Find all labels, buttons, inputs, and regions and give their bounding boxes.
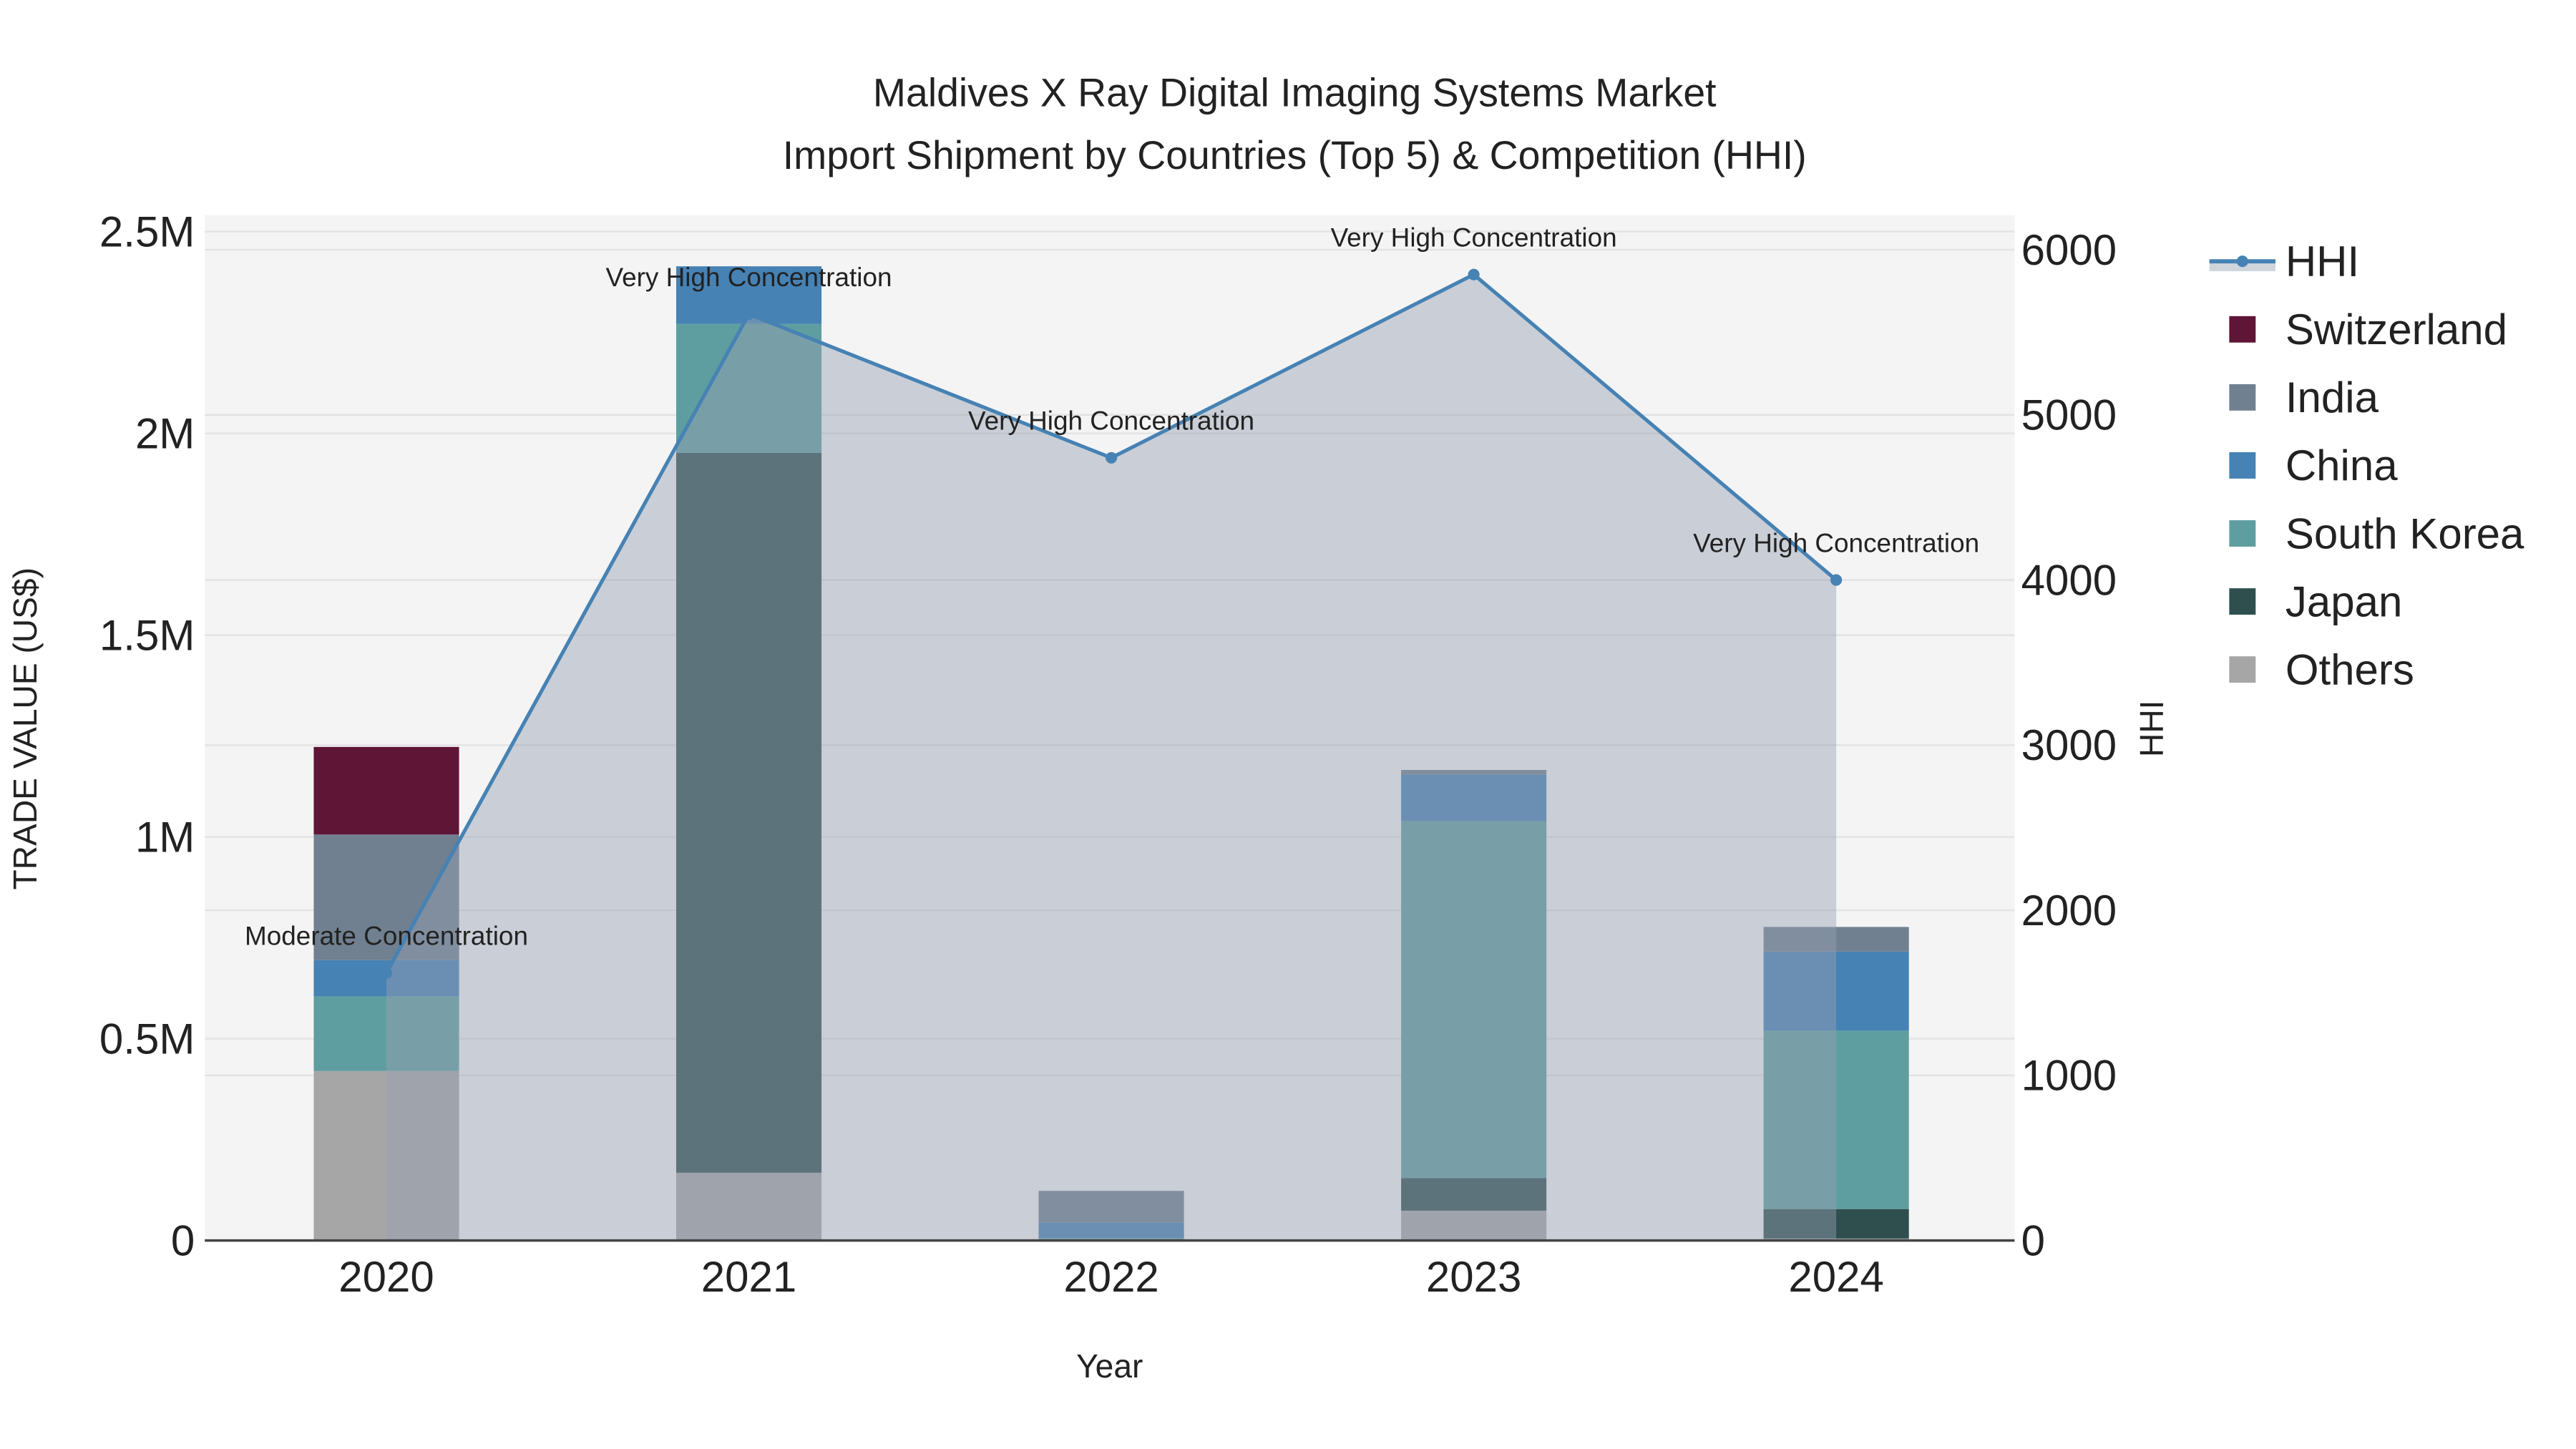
legend-swatch-india bbox=[2229, 384, 2256, 411]
legend-swatch-china bbox=[2229, 452, 2256, 479]
y2-tick-label: 2000 bbox=[2021, 887, 2117, 935]
bar-south-korea-2020 bbox=[313, 996, 459, 1071]
bar-india-2022 bbox=[1038, 1191, 1184, 1223]
hhi-series: Moderate Concentration Very High Concentr… bbox=[245, 223, 1979, 1241]
plot-area bbox=[205, 215, 2015, 1241]
y-tick-label: 1.5M bbox=[99, 611, 195, 659]
bar-japan-2021 bbox=[676, 452, 822, 1173]
x-tick-label: 2020 bbox=[338, 1253, 434, 1301]
bar-india-2023 bbox=[1401, 770, 1547, 775]
y-tick-label: 0 bbox=[171, 1216, 195, 1264]
hhi-area bbox=[386, 274, 1837, 1241]
hhi-point-2022 bbox=[1106, 452, 1118, 464]
y-tick-label: 1M bbox=[135, 813, 195, 861]
chart-title-line2: Import Shipment by Countries (Top 5) & C… bbox=[783, 133, 1807, 177]
y2-tick-label: 6000 bbox=[2021, 226, 2117, 274]
bar-china-2024 bbox=[1763, 951, 1909, 1031]
hhi-annotation-2023: Very High Concentration bbox=[1331, 223, 1617, 252]
bar-switzerland-2020 bbox=[313, 746, 459, 835]
legend-label-others: Others bbox=[2285, 645, 2414, 693]
bar-china-2023 bbox=[1401, 774, 1547, 821]
hhi-point-2020 bbox=[380, 967, 393, 979]
hhi-annotation-2024: Very High Concentration bbox=[1693, 528, 1979, 557]
hhi-point-2023 bbox=[1468, 268, 1480, 280]
hhi-annotation-2020: Moderate Concentration bbox=[245, 922, 528, 951]
y-axis-ticks: 0 0.5M 1M 1.5M 2M 2.5M bbox=[99, 208, 195, 1264]
bar-south-korea-2023 bbox=[1401, 821, 1547, 1179]
x-tick-label: 2022 bbox=[1063, 1253, 1158, 1301]
legend-swatch-japan bbox=[2229, 588, 2256, 615]
chart-title-line1: Maldives X Ray Digital Imaging Systems M… bbox=[873, 70, 1717, 114]
bar-others-2020 bbox=[313, 1070, 459, 1241]
gridlines bbox=[205, 230, 2015, 1077]
y2-tick-label: 5000 bbox=[2021, 391, 2117, 439]
bar-others-2021 bbox=[676, 1172, 822, 1241]
x-axis-label: Year bbox=[1076, 1347, 1143, 1385]
y-tick-label: 2.5M bbox=[99, 208, 195, 255]
y2-tick-label: 0 bbox=[2021, 1216, 2045, 1264]
legend-label-china: China bbox=[2285, 441, 2398, 489]
bar-south-korea-2021 bbox=[676, 323, 822, 453]
x-axis-ticks: 2020 2021 2022 2023 2024 bbox=[338, 1253, 1884, 1301]
bars bbox=[313, 266, 1909, 1241]
y-tick-label: 0.5M bbox=[99, 1015, 195, 1063]
hhi-point-2021 bbox=[743, 308, 755, 321]
legend-swatch-others bbox=[2229, 656, 2256, 683]
hhi-annotation-2022: Very High Concentration bbox=[968, 406, 1254, 436]
y-axis-label: TRADE VALUE (US$) bbox=[6, 567, 44, 889]
y2-axis-ticks: 0 1000 2000 3000 4000 5000 6000 bbox=[2021, 226, 2117, 1265]
x-tick-label: 2023 bbox=[1426, 1253, 1521, 1301]
x-tick-label: 2024 bbox=[1788, 1253, 1883, 1301]
y-tick-label: 2M bbox=[135, 409, 195, 457]
bar-india-2020 bbox=[313, 834, 459, 960]
bar-south-korea-2024 bbox=[1763, 1030, 1909, 1209]
bar-japan-2024 bbox=[1763, 1209, 1909, 1239]
y2-tick-label: 1000 bbox=[2021, 1052, 2117, 1100]
hhi-point-2024 bbox=[1830, 574, 1843, 586]
legend-swatch-switzerland bbox=[2229, 316, 2256, 343]
bar-others-2023 bbox=[1401, 1210, 1547, 1241]
legend-label-south-korea: South Korea bbox=[2285, 509, 2524, 557]
legend-label-switzerland: Switzerland bbox=[2285, 306, 2507, 353]
legend-label-japan: Japan bbox=[2285, 577, 2402, 625]
y2-axis-label: HHI bbox=[2133, 701, 2170, 757]
legend-label-india: India bbox=[2285, 374, 2379, 421]
legend-label-hhi: HHI bbox=[2285, 238, 2359, 286]
legend: HHI Switzerland India China South Korea Japan… bbox=[2209, 238, 2524, 693]
y2-tick-label: 3000 bbox=[2021, 721, 2117, 769]
y2-tick-label: 4000 bbox=[2021, 556, 2117, 604]
hhi-annotation-2021: Very High Concentration bbox=[606, 263, 892, 292]
legend-hhi-marker bbox=[2236, 255, 2248, 268]
bar-japan-2023 bbox=[1401, 1178, 1547, 1211]
x-tick-label: 2021 bbox=[701, 1253, 796, 1301]
bar-india-2024 bbox=[1763, 927, 1909, 952]
legend-swatch-south-korea bbox=[2229, 520, 2256, 547]
bar-china-2022 bbox=[1038, 1222, 1184, 1239]
